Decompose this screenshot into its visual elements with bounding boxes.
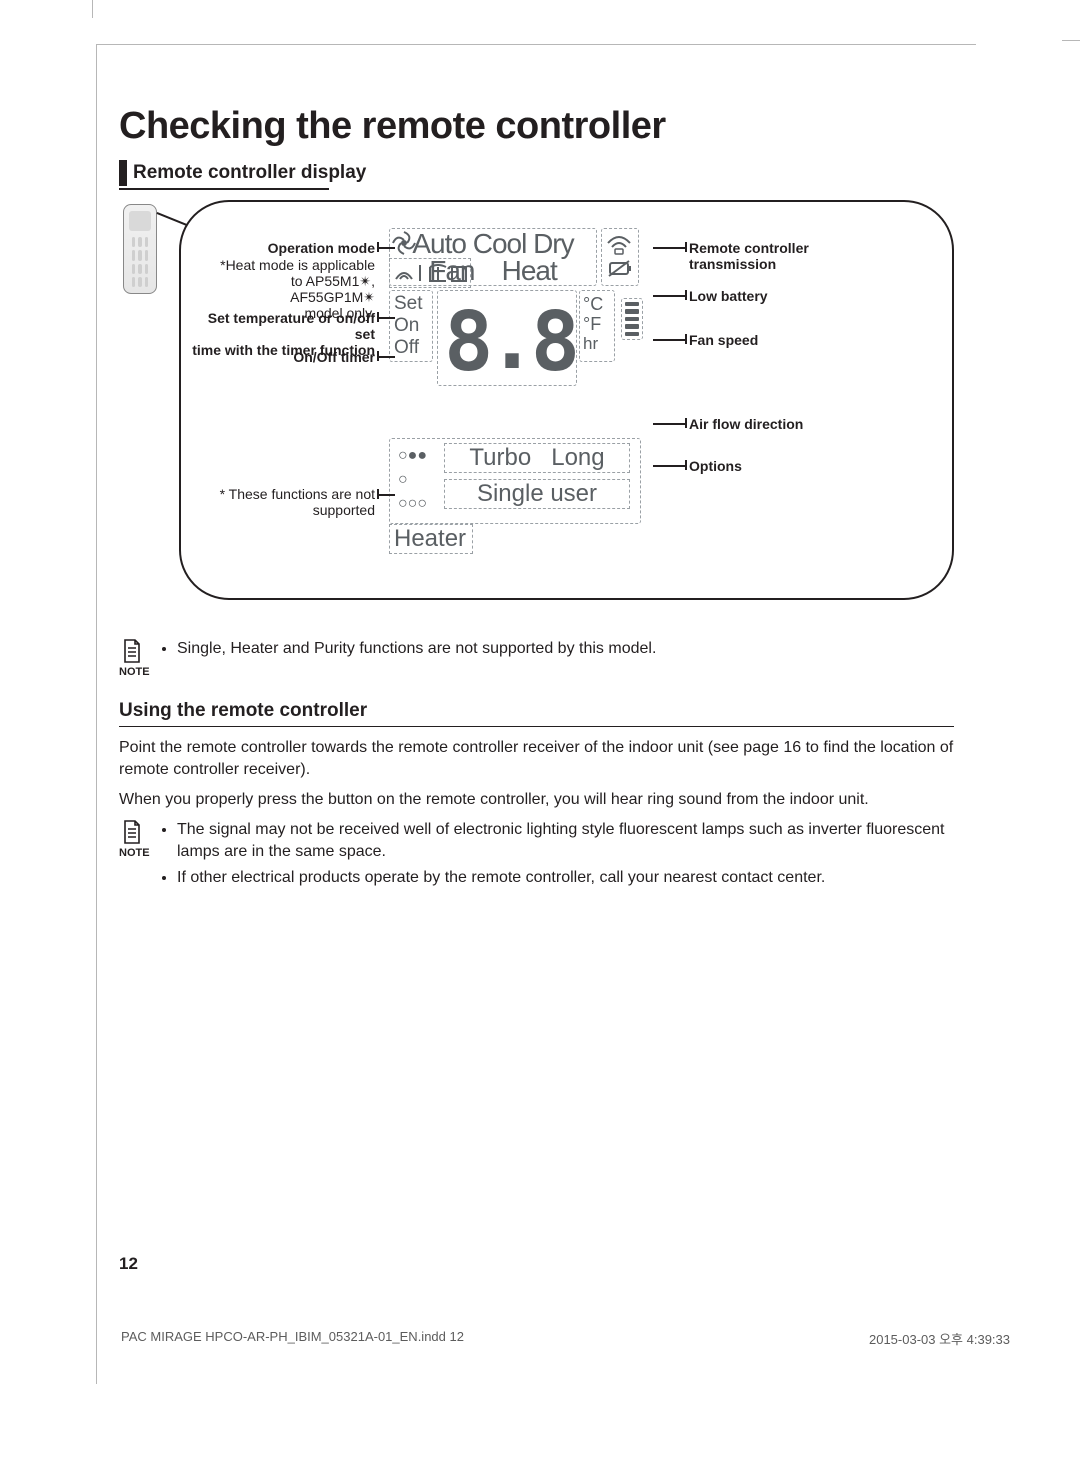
fan-speed-bars — [621, 298, 643, 340]
note-block-2: NOTE The signal may not be received well… — [119, 819, 954, 893]
note2-bullet1: The signal may not be received well of e… — [177, 819, 954, 863]
set-label: Set — [394, 293, 428, 315]
note1-bullet1: Single, Heater and Purity functions are … — [177, 638, 954, 660]
callout-unsupported: * These functions are not supported — [215, 486, 375, 518]
note2-bullet2: If other electrical products operate by … — [177, 867, 954, 889]
footer-file: PAC MIRAGE HPCO-AR-PH_IBIM_05321A-01_EN.… — [121, 1329, 464, 1348]
section-label: Remote controller display — [133, 162, 366, 185]
callout-low-battery: Low battery — [689, 288, 849, 304]
note-icon: NOTE — [119, 638, 145, 678]
turbo-long-group: Turbo Long — [444, 443, 630, 473]
section-header: Remote controller display — [119, 160, 954, 186]
set-on-off-group: Set On Off — [389, 290, 433, 362]
page-title: Checking the remote controller — [119, 105, 954, 148]
turbo-label: Turbo — [469, 444, 531, 471]
hour-label: hr — [583, 334, 611, 354]
footer-timestamp: 2015-03-03 오후 4:39:33 — [869, 1329, 1010, 1348]
transmission-battery-group — [601, 228, 639, 286]
callout-options: Options — [689, 458, 849, 474]
options-group: ○●● ○ ○○○ Turbo Long Single user — [389, 438, 641, 524]
mode-indicator-group: Auto Cool Dry Fan Heat — [389, 228, 597, 286]
note-caption: NOTE — [119, 666, 150, 678]
note-bullets: The signal may not be received well of e… — [159, 819, 954, 893]
on-label: On — [394, 315, 428, 337]
callout-onoff-timer: On/Off timer — [275, 349, 375, 365]
manual-page: Checking the remote controller Remote co… — [96, 44, 976, 1384]
purity-icon-3: ○○○ — [398, 495, 427, 513]
mode-heat: Heat — [502, 255, 557, 286]
off-label: Off — [394, 337, 428, 359]
callout-fan-speed: Fan speed — [689, 332, 849, 348]
section-rule — [119, 188, 329, 190]
page-number: 12 — [119, 1254, 138, 1274]
note-caption: NOTE — [119, 847, 150, 859]
callout-operation-mode: Operation mode — [245, 240, 375, 256]
purity-icon-2: ○ — [398, 471, 408, 489]
note-bullets: Single, Heater and Purity functions are … — [159, 638, 954, 664]
heater-label: Heater — [389, 524, 473, 554]
unit-indicators: °C °F hr — [579, 290, 615, 362]
remote-controller-icon — [123, 204, 157, 294]
note-icon: NOTE — [119, 819, 145, 859]
purity-icon: ○●● — [398, 447, 427, 465]
print-footer: PAC MIRAGE HPCO-AR-PH_IBIM_05321A-01_EN.… — [97, 1329, 1020, 1348]
section-marker-icon — [119, 160, 127, 186]
paragraph-1: Point the remote controller towards the … — [119, 737, 954, 781]
note-block-1: NOTE Single, Heater and Purity functions… — [119, 638, 954, 678]
fahrenheit-label: °F — [583, 314, 611, 334]
mode-fan: Fan — [429, 255, 474, 286]
subsection-header: Using the remote controller — [119, 700, 954, 727]
paragraph-2: When you properly press the button on th… — [119, 789, 954, 811]
callout-transmission: Remote controllertransmission — [689, 240, 849, 272]
long-label: Long — [551, 444, 604, 471]
celsius-label: °C — [583, 294, 611, 314]
single-user-label: Single user — [444, 479, 630, 509]
lcd-screen: Auto Cool Dry Fan Heat Set On Off 8.8 °C… — [389, 228, 649, 568]
callout-airflow: Air flow direction — [689, 416, 849, 432]
temperature-digits: 8.8 — [437, 290, 577, 386]
signal-icon — [602, 229, 636, 283]
remote-display-diagram: Auto Cool Dry Fan Heat Set On Off 8.8 °C… — [119, 200, 954, 620]
